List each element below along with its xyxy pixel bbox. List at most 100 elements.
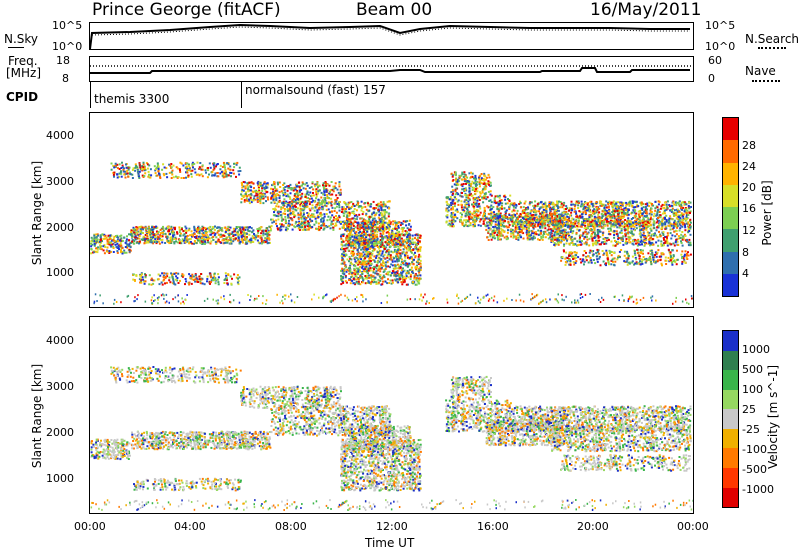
echo-cell xyxy=(223,226,226,229)
echo-cell xyxy=(478,205,481,208)
echo-cell xyxy=(356,200,359,203)
echo-cell xyxy=(302,187,305,190)
echo-cell xyxy=(327,202,330,205)
echo-cell xyxy=(359,238,362,241)
echo-cell xyxy=(372,269,375,272)
echo-cell xyxy=(371,226,374,229)
echo-cell xyxy=(372,279,375,281)
echo-cell xyxy=(407,223,410,226)
echo-cell xyxy=(381,252,384,255)
echo-cell xyxy=(355,278,358,281)
echo-cell xyxy=(355,233,358,236)
echo-cell xyxy=(255,236,258,239)
echo-cell xyxy=(298,189,301,192)
echo-cell xyxy=(450,172,453,175)
echo-cell xyxy=(349,244,352,247)
echo-cell xyxy=(381,237,384,240)
echo-cell xyxy=(455,180,458,183)
echo-cell xyxy=(479,191,481,194)
echo-cell xyxy=(253,234,256,237)
echo-cell xyxy=(286,227,289,230)
echo-cell xyxy=(368,227,371,230)
echo-cell xyxy=(472,197,475,200)
echo-cell xyxy=(293,200,296,203)
echo-cell xyxy=(277,205,280,208)
echo-cell xyxy=(286,185,289,188)
cpid-label: CPID xyxy=(6,90,39,104)
echo-cell xyxy=(255,234,258,237)
echo-cell xyxy=(207,167,209,169)
echo-cell xyxy=(361,273,364,275)
echo-cell xyxy=(505,216,508,219)
echo-cell xyxy=(488,221,491,224)
echo-cell xyxy=(152,227,155,230)
echo-cell xyxy=(138,176,141,179)
echo-cell xyxy=(200,173,203,176)
echo-cell xyxy=(499,222,502,225)
echo-cell xyxy=(387,213,390,216)
echo-cell xyxy=(390,240,393,243)
echo-cell xyxy=(570,211,573,214)
echo-cell xyxy=(350,201,353,203)
echo-cell xyxy=(479,179,482,182)
echo-cell xyxy=(110,168,113,171)
echo-cell xyxy=(528,225,531,228)
echo-cell xyxy=(395,221,398,224)
echo-cell xyxy=(491,218,494,221)
echo-cell xyxy=(349,236,352,239)
echo-cell xyxy=(312,188,315,191)
echo-cell xyxy=(325,208,328,211)
echo-cell xyxy=(393,257,395,260)
echo-cell xyxy=(262,241,265,244)
echo-cell xyxy=(185,237,188,240)
echo-cell xyxy=(247,190,250,193)
echo-cell xyxy=(219,241,222,244)
echo-cell xyxy=(382,228,384,231)
echo-cell xyxy=(258,191,261,193)
echo-cell xyxy=(308,197,311,200)
echo-cell xyxy=(466,207,468,210)
echo-cell xyxy=(393,243,396,246)
echo-cell xyxy=(144,226,147,229)
echo-cell xyxy=(330,204,333,207)
echo-cell xyxy=(353,268,356,271)
echo-cell xyxy=(356,242,359,245)
echo-cell xyxy=(178,239,181,241)
echo-cell xyxy=(414,255,417,257)
echo-cell xyxy=(150,238,153,241)
echo-cell xyxy=(295,209,298,212)
echo-cell xyxy=(340,235,342,238)
echo-cell xyxy=(361,234,364,237)
echo-cell xyxy=(189,241,192,243)
echo-cell xyxy=(287,216,290,219)
echo-cell xyxy=(376,242,379,245)
echo-cell xyxy=(658,216,661,219)
echo-cell xyxy=(468,187,471,190)
echo-cell xyxy=(455,177,458,180)
echo-cell xyxy=(348,279,351,281)
echo-cell xyxy=(492,206,495,208)
echo-cell xyxy=(221,239,224,242)
echo-cell xyxy=(456,192,458,195)
echo-cell xyxy=(369,283,372,285)
echo-cell xyxy=(123,251,126,254)
echo-cell xyxy=(338,209,341,212)
echo-cell xyxy=(631,202,634,205)
echo-cell xyxy=(307,212,310,215)
echo-cell xyxy=(490,222,493,225)
echo-cell xyxy=(351,235,354,238)
echo-cell xyxy=(182,230,185,233)
echo-cell xyxy=(374,280,376,283)
echo-cell xyxy=(383,257,386,260)
echo-cell xyxy=(93,236,96,239)
echo-cell xyxy=(305,182,308,184)
echo-cell xyxy=(303,206,306,209)
echo-cell xyxy=(396,229,399,231)
echo-cell xyxy=(321,217,324,220)
echo-cell xyxy=(415,248,418,251)
echo-cell xyxy=(286,202,289,205)
echo-cell xyxy=(380,227,383,230)
echo-cell xyxy=(258,183,261,186)
echo-cell xyxy=(323,202,326,205)
echo-cell xyxy=(164,242,167,244)
